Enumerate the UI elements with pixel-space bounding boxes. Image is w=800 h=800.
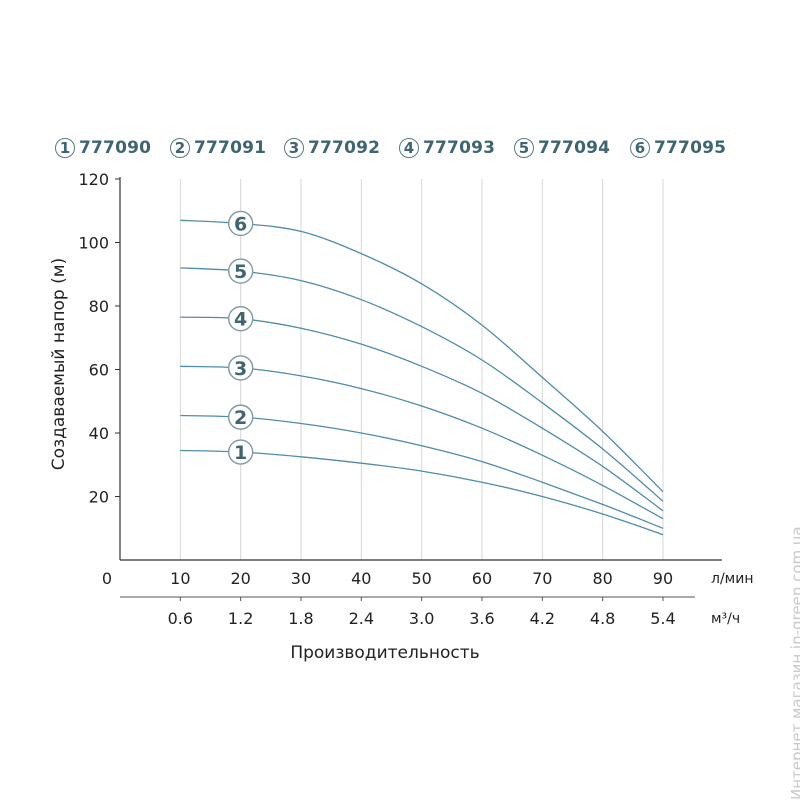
legend-code: 777093 <box>423 138 496 158</box>
x-tick-label-secondary: 4.8 <box>590 609 615 628</box>
x-tick-label: 90 <box>653 569 673 588</box>
legend-marker: 3 <box>284 138 304 158</box>
series-line-5 <box>180 267 664 502</box>
legend-code: 777094 <box>538 138 611 158</box>
legend-item-5: 5 777094 <box>514 135 610 161</box>
y-tick-label: 80 <box>89 297 109 316</box>
x-tick-label-secondary: 4.2 <box>530 609 555 628</box>
y-tick-label: 60 <box>89 361 109 380</box>
legend-marker: 6 <box>630 138 650 158</box>
legend-code: 777092 <box>308 138 381 158</box>
y-tick-label: 20 <box>89 488 109 507</box>
y-tick-label: 120 <box>78 170 109 189</box>
legend-item-1: 1 777090 <box>55 135 151 161</box>
x-tick-label: 70 <box>532 569 552 588</box>
series-marker-circle-6 <box>227 210 254 237</box>
x-tick-label-secondary: 5.4 <box>650 609 675 628</box>
x-tick-label-secondary: 0.6 <box>168 609 193 628</box>
x-unit-secondary: м³/ч <box>711 611 740 627</box>
legend-marker: 5 <box>514 138 534 158</box>
x-tick-label: 10 <box>170 569 190 588</box>
x-tick-label-secondary: 3.0 <box>409 609 434 628</box>
legend-item-4: 4 777093 <box>399 135 495 161</box>
x-tick-label-secondary: 1.2 <box>228 609 253 628</box>
axes <box>115 177 722 601</box>
legend-marker: 1 <box>55 138 75 158</box>
series-marker-circle-3 <box>227 355 254 381</box>
series-marker-label-1: 1 <box>234 442 247 464</box>
x-tick-label-secondary: 2.4 <box>349 609 374 628</box>
series-line-1 <box>180 449 664 536</box>
legend-code: 777095 <box>654 138 727 158</box>
series-line-4 <box>180 316 664 512</box>
x-tick-label-secondary: 1.8 <box>288 609 313 628</box>
grid-lines <box>179 179 664 560</box>
series-marker-circle-2 <box>227 404 254 430</box>
series-marker-label-3: 3 <box>234 358 247 380</box>
legend-marker: 2 <box>170 138 190 158</box>
x-tick-label: 20 <box>230 569 250 588</box>
x-tick-label: 50 <box>411 569 431 588</box>
series-marker-label-4: 4 <box>234 309 247 331</box>
series-marker-label-5: 5 <box>234 261 247 283</box>
series-marker-circle-5 <box>227 258 254 284</box>
y-tick-labels: 20 40 60 80 100 120 <box>78 170 109 507</box>
series-marker-label-6: 6 <box>234 213 247 235</box>
x-tick-label-secondary: 3.6 <box>469 609 494 628</box>
x-tick-label: 40 <box>351 569 371 588</box>
series-line-2 <box>180 414 664 529</box>
series-markers: 1 2 3 4 5 6 <box>227 210 254 465</box>
x-tick-label: 30 <box>291 569 311 588</box>
series-line-3 <box>180 365 664 520</box>
legend-item-6: 6 777095 <box>630 135 726 161</box>
legend-code: 777091 <box>194 138 267 158</box>
series-line-6 <box>180 219 664 493</box>
y-tick-label: 100 <box>78 234 109 253</box>
watermark: Интернет магазин in-green.com.ua <box>788 526 800 800</box>
x-tick-label: 60 <box>472 569 492 588</box>
series-curves <box>180 219 664 536</box>
series-marker-circle-4 <box>227 306 254 332</box>
y-axis-label: Создаваемый напор (м) <box>49 258 69 470</box>
x-tick-label: 80 <box>592 569 612 588</box>
legend-marker: 4 <box>399 138 419 158</box>
x-axis-label: Производительность <box>290 643 479 663</box>
y-tick-label: 40 <box>89 424 109 443</box>
legend-item-3: 3 777092 <box>284 135 380 161</box>
legend-item-2: 2 777091 <box>170 135 266 161</box>
legend-code: 777090 <box>79 138 152 158</box>
x-tick-label: 0 <box>102 569 112 588</box>
series-marker-label-2: 2 <box>234 407 247 429</box>
x-tick-labels: 0 10 20 30 40 50 60 70 80 90 0.6 1.2 1.8 2.4 3.0 3.6 4.2… <box>102 569 676 628</box>
x-unit-primary: л/мин <box>711 571 753 587</box>
series-marker-circle-1 <box>227 439 254 465</box>
